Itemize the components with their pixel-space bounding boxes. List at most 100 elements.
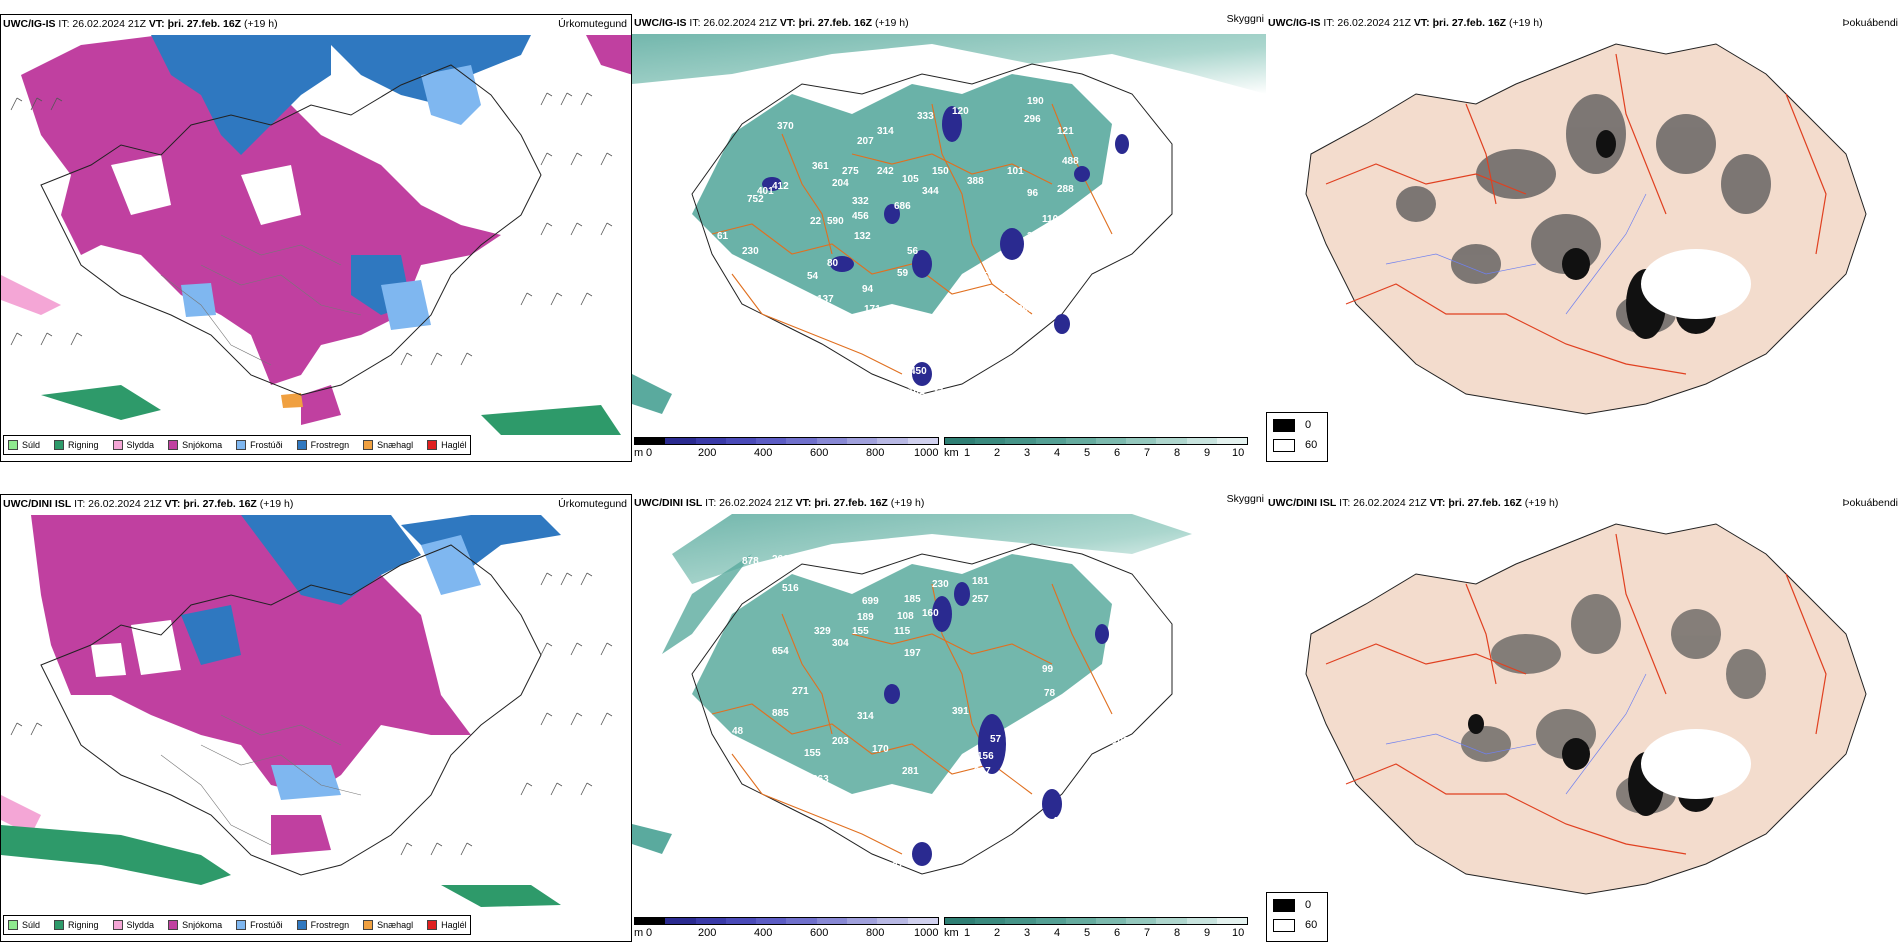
visibility-value: 118: [894, 308, 911, 319]
visibility-value: 171: [864, 304, 881, 315]
visibility-value: 99: [1042, 664, 1054, 675]
visibility-value: 412: [772, 181, 789, 192]
panel-title: Skyggni: [1226, 14, 1264, 25]
map-header: UWC/DINI ISL IT: 26.02.2024 21Z VT: þri.…: [3, 498, 294, 510]
visibility-colorbar-m: m 0 200 400 600 800 1000: [634, 437, 944, 461]
visibility-value: 94: [862, 284, 874, 295]
swatch-frostregn: [296, 440, 307, 450]
legend-item: Frostregn: [296, 440, 349, 450]
visibility-value: 84: [792, 296, 804, 307]
visibility-value: 78: [1044, 688, 1056, 699]
map-header: UWC/IG-IS IT: 26.02.2024 21Z VT: þri. 27…: [3, 18, 278, 30]
fog-swatch-60: [1273, 919, 1295, 932]
visibility-value: 207: [857, 136, 874, 147]
visibility-value: 263: [812, 774, 829, 785]
swatch-frostudi: [236, 920, 247, 930]
visibility-colorbar-m: m 0 200 400 600 800 1000: [634, 917, 944, 941]
colorbar-km-strip: [944, 437, 1248, 445]
visibility-value: 885: [772, 708, 789, 719]
visibility-value: 230: [742, 246, 759, 257]
map-header: UWC/IG-IS IT: 26.02.2024 21Z VT: þri. 27…: [634, 17, 909, 29]
legend-item: Súld: [8, 920, 40, 930]
visibility-value: 271: [792, 686, 809, 697]
visibility-value: 132: [854, 231, 871, 242]
visibility-colorbar-km: km 1 2 3 4 5 6 7 8 9 10: [944, 917, 1266, 941]
visibility-value: 110: [1042, 214, 1059, 225]
colorbar-m-strip: [634, 917, 939, 925]
visibility-value: 108: [897, 611, 914, 622]
visibility-value: 428: [954, 778, 971, 789]
visibility-value: 247: [897, 836, 914, 847]
swatch-snjokoma: [168, 920, 179, 930]
visibility-value: 590: [827, 216, 844, 227]
legend-item: Rigning: [54, 920, 99, 930]
visibility-panel-bottom: 878 266 563 516 654 699 189 329 304 155 …: [632, 494, 1266, 942]
swatch-haglel: [427, 920, 438, 930]
visibility-value: 120: [952, 106, 969, 117]
visibility-value: 388: [967, 176, 984, 187]
visibility-value: 310: [1027, 231, 1044, 242]
visibility-value: 344: [922, 186, 939, 197]
visibility-value: 102: [782, 771, 799, 782]
visibility-value: 258: [977, 271, 994, 282]
visibility-value: 181: [972, 576, 989, 587]
visibility-value: 281: [902, 766, 919, 777]
visibility-value: 314: [857, 711, 874, 722]
panel-title: Þokuábendi: [1842, 17, 1898, 29]
visibility-value: 115: [894, 626, 911, 637]
visibility-value: 48: [732, 726, 744, 737]
swatch-sudd: [8, 440, 18, 450]
visibility-value: 299: [1017, 304, 1034, 315]
visibility-value: 242: [877, 166, 894, 177]
visibility-value: 22: [810, 216, 822, 227]
visibility-value: 56: [907, 246, 919, 257]
visibility-value: 57: [990, 734, 1002, 745]
visibility-value: 329: [814, 626, 831, 637]
precip-type-panel-bottom: UWC/DINI ISL IT: 26.02.2024 21Z VT: þri.…: [0, 494, 632, 942]
visibility-value: 38: [872, 864, 884, 875]
map-header: UWC/DINI ISL IT: 26.02.2024 21Z VT: þri.…: [1268, 497, 1559, 509]
visibility-value: 137: [817, 294, 834, 305]
visibility-panel-top: 443 298 368 370 412 752 401 251 61 90 23…: [632, 14, 1266, 462]
visibility-value: 160: [922, 608, 939, 619]
visibility-value: 390: [904, 794, 921, 805]
visibility-value: 156: [977, 751, 994, 762]
visibility-value: 307: [974, 766, 991, 777]
precip-legend: Súld Rigning Slydda Snjókoma Frostúði Fr…: [3, 435, 471, 455]
visibility-colorbar-km: km 1 2 3 4 5 6 7 8 9 10: [944, 437, 1266, 461]
fog-legend: 0 60: [1266, 412, 1328, 462]
visibility-value: 61: [717, 231, 729, 242]
visibility-value: 49: [932, 384, 944, 395]
visibility-value: 275: [842, 166, 859, 177]
panel-title: Úrkomutegund: [558, 18, 627, 30]
colorbar-m-strip: [634, 437, 939, 445]
visibility-value: 117: [987, 784, 1004, 795]
visibility-value: 106: [992, 306, 1009, 317]
visibility-value: 686: [894, 201, 911, 212]
visibility-value: 189: [857, 612, 874, 623]
visibility-value: 108: [1112, 736, 1129, 747]
visibility-map: 878 266 563 516 654 699 189 329 304 155 …: [632, 514, 1192, 875]
legend-item: Snjókoma: [168, 440, 222, 450]
visibility-value: 298: [752, 86, 769, 97]
fog-swatch-0: [1273, 899, 1295, 912]
swatch-snjokoma: [168, 440, 179, 450]
visibility-value: 456: [852, 211, 869, 222]
visibility-value: 155: [852, 626, 869, 637]
visibility-value: 257: [972, 594, 989, 605]
visibility-value: 101: [1007, 166, 1024, 177]
visibility-value: 150: [932, 166, 949, 177]
fog-indicator-panel-top: UWC/IG-IS IT: 26.02.2024 21Z VT: þri. 27…: [1266, 14, 1900, 462]
visibility-value: 230: [932, 579, 949, 590]
visibility-value: 368: [717, 116, 734, 127]
visibility-value: 211: [932, 351, 949, 362]
panel-title: Skyggni: [1226, 494, 1264, 505]
visibility-value: 266: [772, 554, 789, 565]
fog-indicator-panel-bottom: UWC/DINI ISL IT: 26.02.2024 21Z VT: þri.…: [1266, 494, 1900, 942]
visibility-value: 752: [747, 194, 764, 205]
legend-item: Súld: [8, 440, 40, 450]
legend-item: Haglél: [427, 440, 467, 450]
legend-item: Slydda: [112, 920, 154, 930]
visibility-map: 443 298 368 370 412 752 401 251 61 90 23…: [632, 34, 1266, 414]
visibility-value: 190: [1027, 96, 1044, 107]
